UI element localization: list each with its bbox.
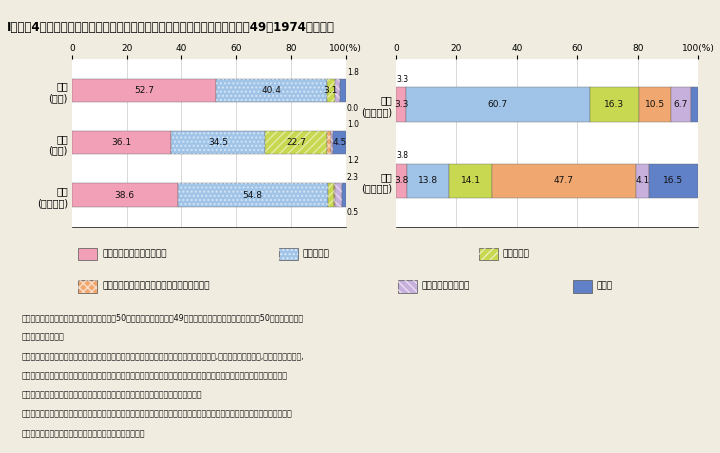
Text: 36.1: 36.1 (112, 138, 132, 147)
FancyBboxPatch shape (480, 247, 498, 260)
Text: 6.7: 6.7 (673, 100, 688, 109)
Text: 40.4: 40.4 (261, 86, 282, 95)
Bar (333, 131, 346, 154)
Bar (265, 131, 328, 154)
FancyBboxPatch shape (78, 247, 97, 260)
Text: 0.5: 0.5 (347, 208, 359, 217)
Text: 3.3: 3.3 (397, 75, 409, 84)
Bar (330, 131, 333, 154)
Bar (396, 87, 406, 122)
Bar (334, 183, 336, 207)
Bar (340, 78, 346, 102)
Bar (327, 78, 336, 102)
Bar (216, 78, 327, 102)
Bar (334, 183, 336, 207)
Text: 14.1: 14.1 (461, 176, 480, 185)
Text: 3.1: 3.1 (324, 86, 338, 95)
Text: 専門的・技術的職業従事者: 専門的・技術的職業従事者 (102, 249, 166, 258)
Bar (178, 183, 328, 207)
Text: 2.3: 2.3 (347, 173, 359, 182)
Text: 0.0: 0.0 (347, 104, 359, 113)
Bar (328, 183, 334, 207)
Bar (396, 164, 408, 198)
Bar (216, 78, 327, 102)
Text: ３．「技能工・生産工程作業者，採鉱・採石作業者」の割合は，「技能工・生産工程作業者」の人数と「採鉱・採石作業: ３．「技能工・生産工程作業者，採鉱・採石作業者」の割合は，「技能工・生産工程作業… (22, 410, 292, 419)
Bar (449, 164, 492, 198)
Bar (178, 183, 328, 207)
Text: 16.5: 16.5 (663, 176, 683, 185)
FancyBboxPatch shape (397, 280, 416, 293)
Bar (328, 183, 334, 207)
Bar (636, 164, 649, 198)
Text: 3.8: 3.8 (395, 176, 409, 185)
Bar (342, 183, 346, 207)
Text: 3.8: 3.8 (397, 151, 409, 160)
Text: 54.8: 54.8 (243, 191, 263, 200)
Text: 販売従事者: 販売従事者 (503, 249, 530, 258)
Text: 1.2: 1.2 (347, 156, 359, 165)
Text: ２．すべての学校段階，性別ごとの卒業者の就職先について，「運輸・通信従事者」,「保安職業従事者」,「農林業作業者」,: ２．すべての学校段階，性別ごとの卒業者の就職先について，「運輸・通信従事者」,「… (22, 352, 304, 361)
Text: （備考）１．文部省「学校基本調査」（昭和50年度）より作成。昭和49年度間に卒業した者についての昭和50年５月１日現在: （備考）１．文部省「学校基本調査」（昭和50年度）より作成。昭和49年度間に卒業… (22, 313, 303, 322)
Bar (406, 87, 590, 122)
Bar (265, 131, 328, 154)
Text: 者」の人数を合計して，割合を算出している。: 者」の人数を合計して，割合を算出している。 (22, 429, 145, 438)
Text: 13.8: 13.8 (418, 176, 438, 185)
Text: 10.5: 10.5 (644, 100, 665, 109)
Text: 4.5: 4.5 (333, 138, 346, 147)
Text: 22.7: 22.7 (287, 138, 306, 147)
Bar (639, 87, 670, 122)
Text: 38.6: 38.6 (114, 191, 135, 200)
Text: 「漁業作業者」及び「上記以外のもの」を「その他」に統合した。以上に加えて，女子（大学），男子（大学）及: 「漁業作業者」及び「上記以外のもの」を「その他」に統合した。以上に加えて，女子（… (22, 371, 287, 380)
Text: 60.7: 60.7 (487, 100, 508, 109)
Bar (649, 164, 698, 198)
Text: 3.3: 3.3 (394, 100, 408, 109)
Bar (72, 183, 178, 207)
Bar (408, 164, 449, 198)
Text: Iー特ー4図　大学等卒業者・高等学校卒業者の職業別就職者の構成比（昭和49（1974）年度）: Iー特ー4図 大学等卒業者・高等学校卒業者の職業別就職者の構成比（昭和49（19… (7, 21, 335, 34)
Text: 1.8: 1.8 (347, 68, 359, 77)
Bar (336, 78, 340, 102)
Bar (670, 87, 690, 122)
Bar (328, 131, 330, 154)
Bar (327, 78, 336, 102)
Text: 事務従事者: 事務従事者 (302, 249, 329, 258)
Text: 技能工・生産工程作業者，採鉱・採石作業者: 技能工・生産工程作業者，採鉱・採石作業者 (102, 282, 210, 291)
Bar (336, 183, 342, 207)
Bar (72, 131, 171, 154)
Text: その他: その他 (597, 282, 613, 291)
Text: 4.1: 4.1 (635, 176, 649, 185)
FancyBboxPatch shape (279, 247, 297, 260)
Bar (336, 183, 342, 207)
Bar (336, 78, 340, 102)
Bar (171, 131, 265, 154)
FancyBboxPatch shape (78, 280, 97, 293)
Bar (690, 87, 698, 122)
Text: 1.0: 1.0 (347, 120, 359, 130)
Bar (590, 87, 639, 122)
Bar (492, 164, 636, 198)
Text: の状況。: の状況。 (22, 333, 64, 342)
Bar (171, 131, 265, 154)
Text: 47.7: 47.7 (554, 176, 574, 185)
Text: 16.3: 16.3 (604, 100, 624, 109)
Text: 34.5: 34.5 (208, 138, 228, 147)
Bar (330, 131, 333, 154)
Bar (72, 78, 216, 102)
Text: 52.7: 52.7 (134, 86, 154, 95)
Text: び女子（短期大学）は，「管理的職業従事者」を「その他」に統合した。: び女子（短期大学）は，「管理的職業従事者」を「その他」に統合した。 (22, 390, 202, 400)
FancyBboxPatch shape (573, 280, 592, 293)
Text: サービス職業従事者: サービス職業従事者 (421, 282, 470, 291)
Bar (328, 131, 330, 154)
